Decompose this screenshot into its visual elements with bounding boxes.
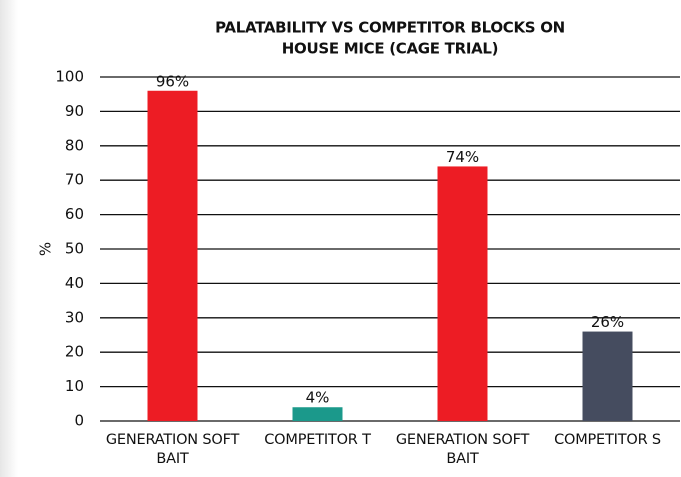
- y-tick-label: 100: [55, 68, 84, 86]
- y-tick-label: 50: [65, 240, 84, 258]
- y-tick-label: 0: [74, 412, 84, 430]
- y-tick-label: 70: [65, 171, 84, 189]
- y-tick-label: 90: [65, 102, 84, 120]
- data-label: 4%: [306, 389, 330, 407]
- y-tick-label: 10: [65, 377, 84, 395]
- chart-title: HOUSE MICE (CAGE TRIAL): [282, 40, 498, 58]
- y-tick-label: 30: [65, 308, 84, 326]
- x-tick-label: COMPETITOR S: [554, 432, 661, 448]
- bar: [582, 331, 633, 421]
- x-tick-label: GENERATION SOFT BAIT: [395, 432, 530, 467]
- y-tick-label: 60: [65, 205, 84, 223]
- chart-title: PALATABILITY VS COMPETITOR BLOCKS ON: [215, 19, 565, 37]
- y-tick-label: 20: [65, 343, 84, 361]
- data-label: 96%: [156, 72, 189, 90]
- bar: [292, 407, 343, 421]
- x-tick-label: COMPETITOR T: [264, 432, 371, 448]
- bar: [147, 90, 198, 421]
- data-label: 26%: [591, 313, 624, 331]
- y-axis-label: %: [37, 242, 55, 256]
- x-tick-label: GENERATION SOFT BAIT: [105, 432, 240, 467]
- bar: [437, 166, 488, 421]
- y-tick-label: 80: [65, 136, 84, 154]
- y-tick-label: 40: [65, 274, 84, 292]
- data-label: 74%: [446, 148, 479, 166]
